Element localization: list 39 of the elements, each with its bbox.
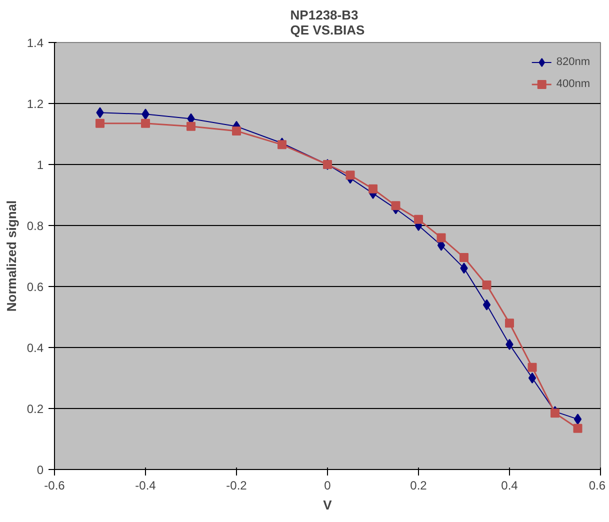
- x-axis-title: V: [323, 498, 332, 512]
- x-tick-label: -0.4: [135, 478, 156, 492]
- x-tick-label: 0: [324, 478, 332, 492]
- y-axis-title: Normalized signal: [4, 200, 19, 312]
- x-tick-label: 0.6: [588, 478, 606, 492]
- y-tick-label: 0.8: [26, 219, 44, 233]
- x-tick-label: 0.2: [410, 478, 428, 492]
- point: [414, 214, 423, 224]
- y-tick-label: 0.2: [26, 402, 44, 416]
- point: [460, 253, 468, 262]
- point: [550, 408, 560, 418]
- y-tick-label: 1.4: [26, 36, 44, 50]
- point: [436, 233, 446, 242]
- y-tick-label: 0.6: [26, 280, 44, 294]
- point: [528, 372, 536, 384]
- legend-label: 400nm: [556, 78, 590, 90]
- point: [391, 201, 400, 210]
- y-tick-label: 0: [36, 463, 44, 477]
- point: [278, 140, 286, 150]
- point: [368, 184, 378, 194]
- point: [528, 362, 537, 372]
- point: [346, 170, 355, 180]
- point: [96, 118, 104, 128]
- point: [232, 126, 241, 136]
- point: [505, 318, 514, 328]
- point: [573, 424, 582, 433]
- x-tick-label: -0.2: [226, 478, 248, 492]
- y-tick-label: 0.4: [26, 341, 44, 355]
- y-tick-label: 1.2: [26, 97, 44, 111]
- point: [141, 118, 150, 128]
- chart-title: NP1238-B3 QE VS.BIAS: [290, 8, 366, 38]
- point: [482, 299, 491, 310]
- point: [482, 280, 492, 290]
- x-tick-label: 0.4: [501, 478, 518, 492]
- y-tick-label: 1: [36, 158, 44, 172]
- legend-label: 820nm: [556, 56, 590, 68]
- point: [186, 122, 196, 131]
- point: [574, 414, 582, 425]
- x-tick-label: -0.6: [44, 478, 66, 492]
